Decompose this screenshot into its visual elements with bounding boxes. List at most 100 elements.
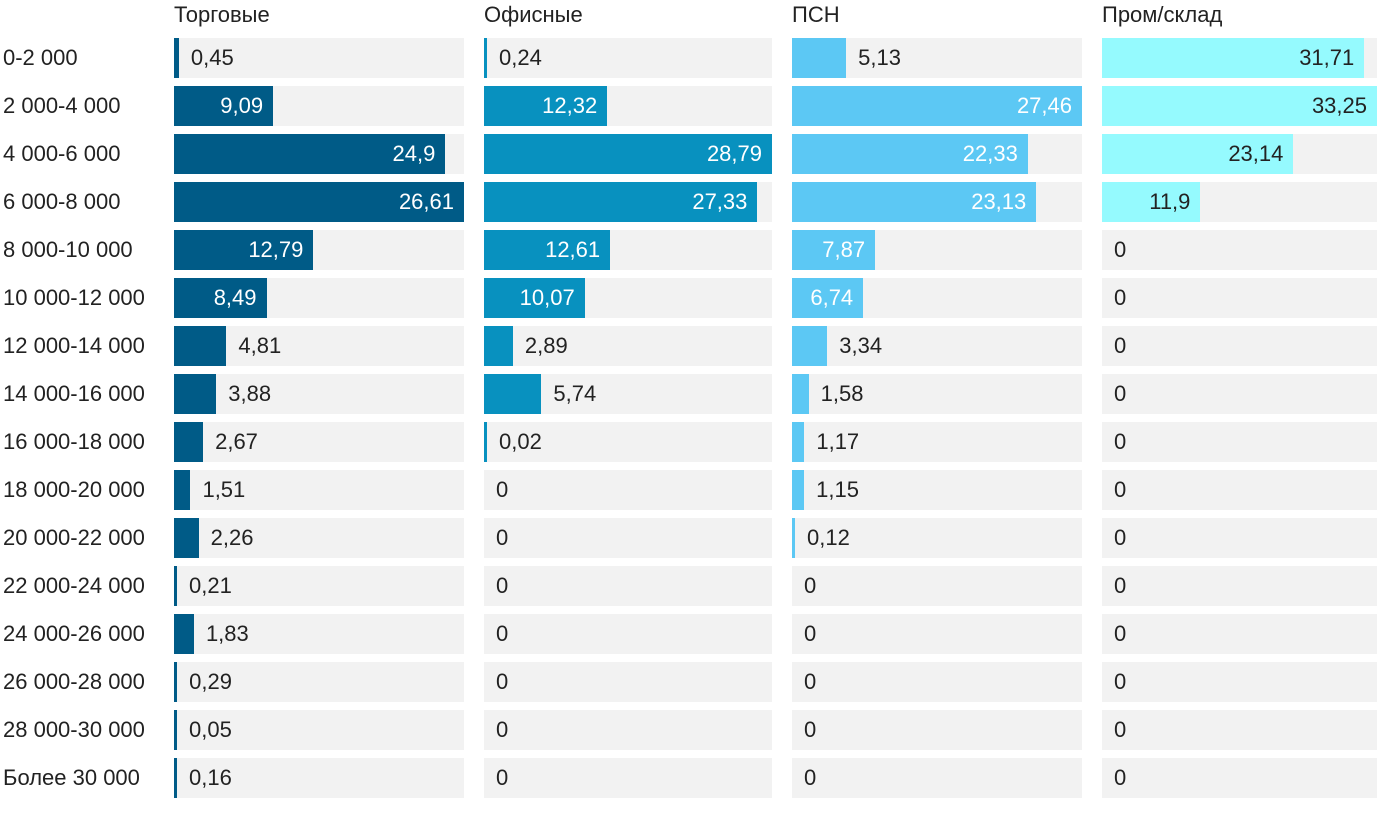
bar-track: [484, 518, 772, 558]
bar-torgovye: [174, 374, 217, 414]
value-label: 0,05: [189, 717, 232, 742]
bar-torgovye: [174, 614, 194, 654]
bar-torgovye: [174, 470, 191, 510]
bar-track: [792, 422, 1082, 462]
value-label: 0: [1114, 525, 1127, 550]
category-label: 14 000-16 000: [3, 381, 145, 406]
bar-psn: [792, 374, 809, 414]
value-label: 2,67: [215, 429, 258, 454]
bar-track: [1102, 422, 1377, 462]
category-label: 6 000-8 000: [3, 189, 121, 214]
category-label: 26 000-28 000: [3, 669, 145, 694]
value-label: 0: [1114, 381, 1127, 406]
bar-track: [1102, 662, 1377, 702]
bar-psn: [792, 230, 876, 270]
value-label: 23,14: [1228, 141, 1284, 166]
value-label: 26,61: [398, 189, 454, 214]
bar-psn: [792, 278, 864, 318]
bar-psn: [792, 86, 1082, 126]
value-label: 0: [1114, 333, 1127, 358]
bar-track: [484, 710, 772, 750]
bar-ofisnye: [484, 182, 758, 222]
value-label: 24,9: [392, 141, 436, 166]
value-label: 0: [1114, 765, 1127, 790]
bar-track: [484, 566, 772, 606]
bar-track: [174, 566, 464, 606]
bar-psn: [792, 422, 805, 462]
bar-track: [1102, 470, 1377, 510]
value-label: 0,29: [189, 669, 232, 694]
value-label: 0: [496, 717, 509, 742]
bar-torgovye: [174, 566, 177, 606]
category-label: 0-2 000: [3, 45, 78, 70]
value-label: 0: [496, 669, 509, 694]
value-label: 0,45: [190, 45, 234, 70]
bar-torgovye: [174, 710, 177, 750]
bar-track: [174, 422, 464, 462]
bar-torgovye: [174, 326, 227, 366]
bar-track: [484, 422, 772, 462]
bar-track: [1102, 758, 1377, 798]
value-label: 0: [496, 477, 509, 502]
category-label: 10 000-12 000: [3, 285, 145, 310]
value-label: 11,9: [1149, 189, 1191, 214]
value-label: 0: [496, 621, 509, 646]
value-label: 10,07: [519, 285, 575, 310]
bar-psn: [792, 470, 805, 510]
value-label: 22,33: [962, 141, 1018, 166]
bar-ofisnye: [484, 230, 611, 270]
bar-track: [792, 326, 1082, 366]
value-label: 0: [804, 621, 817, 646]
value-label: 0: [1114, 477, 1127, 502]
value-label: 0: [496, 525, 509, 550]
bar-torgovye: [174, 422, 204, 462]
panel-title-psn: ПСН: [792, 2, 840, 27]
category-label: 24 000-26 000: [3, 621, 145, 646]
value-label: 2,89: [524, 333, 568, 358]
bar-prom-sklad: [1102, 182, 1201, 222]
category-label: 8 000-10 000: [3, 237, 133, 262]
bar-track: [792, 566, 1082, 606]
bar-prom-sklad: [1102, 134, 1294, 174]
bar-torgovye: [174, 182, 464, 222]
bar-ofisnye: [484, 134, 772, 174]
value-label: 0,02: [499, 429, 542, 454]
value-label: 0,24: [499, 45, 542, 70]
value-label: 12,79: [248, 237, 304, 262]
bar-track: [174, 470, 464, 510]
bar-torgovye: [174, 518, 199, 558]
bar-prom-sklad: [1102, 86, 1377, 126]
value-label: 9,09: [220, 93, 264, 118]
value-label: 23,13: [971, 189, 1027, 214]
value-label: 7,87: [822, 237, 866, 262]
bar-track: [1102, 326, 1377, 366]
bar-psn: [792, 518, 795, 558]
category-label: 2 000-4 000: [3, 93, 121, 118]
bar-psn: [792, 134, 1028, 174]
bar-psn: [792, 326, 828, 366]
value-label: 0: [1114, 621, 1127, 646]
bar-ofisnye: [484, 326, 513, 366]
value-label: 1,15: [816, 477, 859, 502]
bar-track: [792, 374, 1082, 414]
bar-track: [484, 326, 772, 366]
value-label: 6,74: [810, 285, 854, 310]
bar-psn: [792, 38, 847, 78]
value-label: 0: [804, 717, 817, 742]
value-label: 0: [804, 765, 817, 790]
value-label: 3,88: [228, 381, 272, 406]
bar-track: [484, 38, 772, 78]
value-label: 33,25: [1311, 93, 1367, 118]
bar-prom-sklad: [1102, 38, 1365, 78]
bar-ofisnye: [484, 86, 608, 126]
bar-track: [174, 758, 464, 798]
bar-track: [484, 470, 772, 510]
bar-track: [1102, 566, 1377, 606]
value-label: 5,13: [858, 45, 901, 70]
value-label: 1,58: [820, 381, 864, 406]
bar-track: [1102, 518, 1377, 558]
bar-track: [792, 614, 1082, 654]
category-label: 12 000-14 000: [3, 333, 145, 358]
bar-track: [792, 710, 1082, 750]
value-label: 12,61: [545, 237, 601, 262]
